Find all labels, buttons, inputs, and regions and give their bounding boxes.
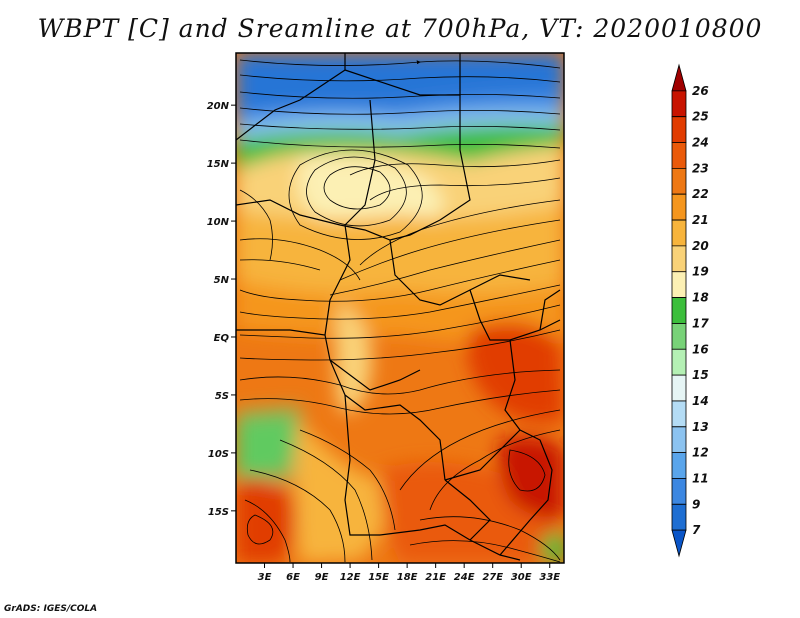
lon-label: 15E (368, 572, 389, 583)
lon-label: 6E (286, 572, 300, 583)
colorbar-label: 19 (692, 265, 709, 279)
colorbar-swatch (671, 478, 687, 505)
lat-label: 5S (215, 391, 229, 402)
colorbar-swatch (671, 245, 687, 273)
colorbar-swatch (671, 426, 687, 454)
colorbar-label: 23 (692, 161, 709, 175)
colorbar-label: 22 (692, 187, 709, 201)
colorbar-swatch (671, 142, 687, 169)
colorbar-swatch (671, 452, 687, 479)
colorbar-swatch (671, 400, 687, 428)
colorbar-label: 21 (692, 213, 709, 227)
colorbar-label: 25 (692, 110, 709, 124)
colorbar-swatch (671, 167, 687, 195)
lat-label: 20N (207, 101, 230, 112)
colorbar-swatch (671, 63, 687, 92)
colorbar-swatch (671, 116, 687, 143)
colorbar-label: 14 (692, 394, 709, 408)
colorbar-swatch (671, 271, 687, 298)
colorbar-label: 15 (692, 368, 709, 382)
colorbar-label: 11 (692, 471, 709, 485)
streamlines (239, 59, 561, 563)
chart-title: WBPT [C] and Sreamline at 700hPa, VT: 20… (37, 14, 763, 43)
lon-label: 18E (397, 572, 418, 583)
colorbar-swatch (671, 297, 687, 324)
colorbar-swatch (671, 374, 687, 402)
colorbar-swatch (671, 323, 687, 350)
colorbar-label: 7 (692, 523, 701, 537)
lat-label: 15N (207, 159, 230, 170)
colorbar-label: 24 (692, 136, 709, 150)
colorbar-label: 18 (692, 291, 709, 305)
colorbar-label: 12 (692, 446, 709, 460)
longitude-axis: 3E 6E 9E 12E 15E 18E 21E 24E 27E 30E 33E (258, 563, 560, 583)
colorbar-label: 17 (692, 316, 709, 330)
colorbar-label: 16 (692, 342, 709, 356)
wbpt-shading (236, 53, 564, 563)
colorbar-swatch (671, 219, 687, 247)
colorbar-swatch (671, 529, 687, 558)
grads-credit: GrADS: IGES/COLA (4, 604, 98, 614)
colorbar-swatch (671, 193, 687, 221)
map-frame (235, 52, 565, 564)
colorbar-label: 26 (692, 84, 709, 98)
colorbar-swatch (671, 503, 687, 531)
lat-label: 10S (208, 449, 229, 460)
lon-label: 27E (482, 572, 503, 583)
colorbar: 26 25 24 23 22 21 20 19 18 17 16 15 14 13 12 11 9 7 (671, 63, 709, 558)
colorbar-label: 13 (692, 420, 709, 434)
latitude-axis: 20N 15N 10N 5N EQ 5S 10S 15S (207, 101, 236, 518)
lat-label: 5N (214, 275, 230, 286)
colorbar-swatch (671, 90, 687, 118)
country-borders (236, 53, 561, 561)
lon-label: 12E (340, 572, 361, 583)
lat-label: 15S (208, 507, 229, 518)
lon-label: 3E (258, 572, 272, 583)
lon-label: 21E (425, 572, 446, 583)
colorbar-swatch (671, 348, 687, 376)
lon-label: 9E (315, 572, 329, 583)
lat-label: 10N (207, 217, 230, 228)
lon-label: 24E (454, 572, 475, 583)
lon-label: 33E (539, 572, 560, 583)
colorbar-label: 20 (692, 239, 709, 253)
lat-label: EQ (214, 333, 230, 344)
lon-label: 30E (511, 572, 532, 583)
colorbar-label: 9 (692, 497, 700, 511)
